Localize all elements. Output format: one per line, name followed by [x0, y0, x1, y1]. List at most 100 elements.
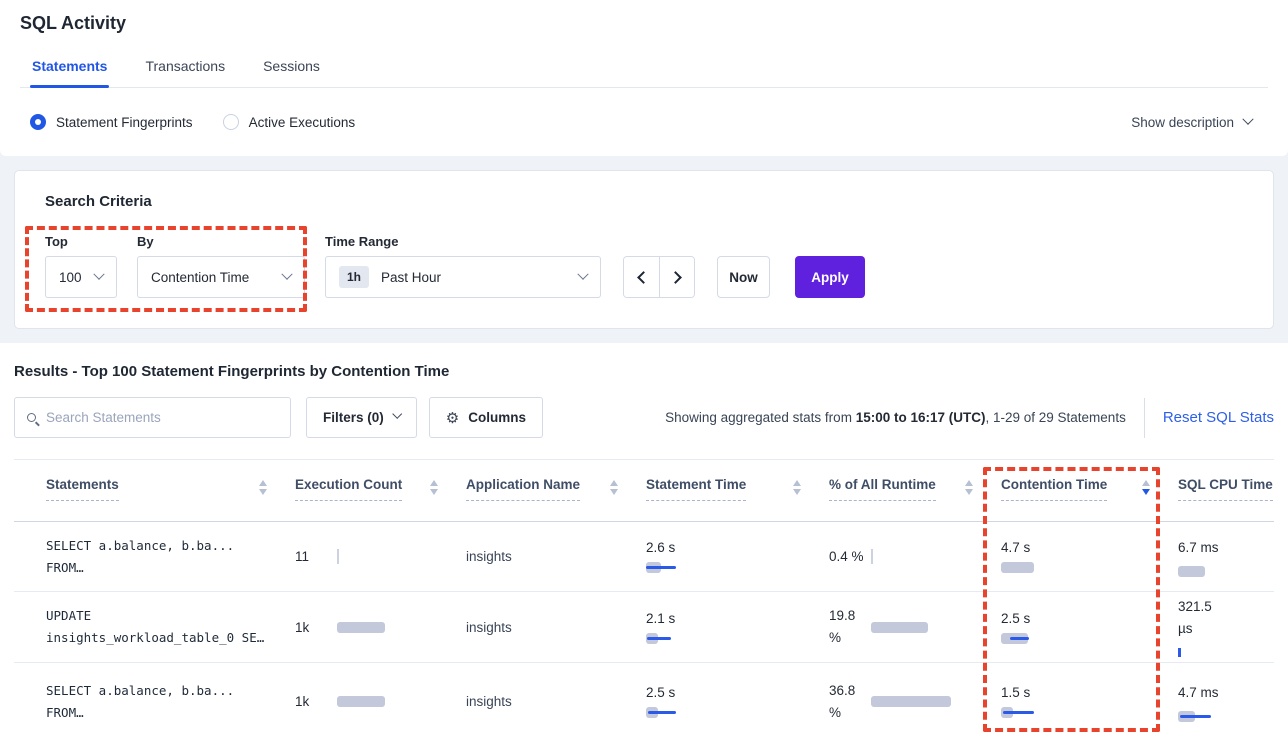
sql-cpu-time-cell: 4.7 ms — [1178, 663, 1288, 735]
show-description-label: Show description — [1131, 114, 1234, 130]
application-name-value: insights — [466, 694, 512, 709]
statement-time-value: 2.5 s — [646, 685, 676, 700]
chevron-down-icon — [1242, 113, 1254, 125]
statement-line1[interactable]: SELECT a.balance, b.ba... — [46, 682, 235, 698]
time-nav-group — [623, 256, 695, 298]
runtime-pct-bar — [871, 696, 966, 707]
column-header-label[interactable]: SQL CPU Time — [1178, 477, 1273, 501]
columns-button[interactable]: ⚙ Columns — [428, 397, 543, 438]
tab-transactions[interactable]: Transactions — [145, 58, 226, 74]
contention-time-value: 4.7 s — [1001, 540, 1031, 555]
runtime-pct-value: 19.8 % — [829, 608, 856, 645]
statement-line1[interactable]: UPDATE — [46, 608, 92, 623]
statement-cell[interactable]: SELECT a.balance, b.ba... FROM… — [46, 663, 295, 735]
column-header-application-name[interactable]: Application Name — [466, 460, 646, 521]
column-header-label[interactable]: Statement Time — [646, 477, 747, 501]
statement-line2[interactable]: insights_workload_table_0 SE… — [46, 630, 265, 645]
contention-time-cell: 4.7 s — [1001, 522, 1178, 591]
chevron-down-icon — [392, 409, 402, 419]
stats-time-range: 15:00 to 16:17 (UTC) — [855, 410, 986, 425]
statement-line1[interactable]: SELECT a.balance, b.ba... — [46, 537, 235, 553]
column-header-label[interactable]: Statements — [46, 477, 119, 501]
reset-sql-stats-link[interactable]: Reset SQL Stats — [1162, 409, 1274, 426]
topbar: SQL Activity Statements Transactions Ses… — [0, 0, 1288, 88]
statement-line2[interactable]: FROM… — [46, 704, 84, 720]
radio-label: Statement Fingerprints — [56, 114, 193, 130]
radio-statement-fingerprints[interactable]: Statement Fingerprints — [30, 114, 193, 130]
column-header-contention-time[interactable]: Contention Time — [1001, 460, 1178, 521]
runtime-pct-cell: 0.4 % — [829, 522, 1001, 591]
column-header-label[interactable]: Execution Count — [295, 477, 403, 501]
sort-icon[interactable] — [1142, 477, 1150, 495]
column-header-sql-cpu-time[interactable]: SQL CPU Time — [1178, 460, 1288, 521]
contention-time-cell: 2.5 s — [1001, 592, 1178, 662]
column-header-label[interactable]: % of All Runtime — [829, 477, 936, 501]
apply-button[interactable]: Apply — [795, 256, 865, 298]
by-select[interactable]: Contention Time — [137, 256, 305, 298]
radio-selected-icon[interactable] — [30, 114, 46, 130]
time-range-select[interactable]: 1h Past Hour — [325, 256, 601, 298]
contention-time-value: 2.5 s — [1001, 610, 1031, 626]
time-prev-button[interactable] — [624, 257, 659, 297]
tab-bar: Statements Transactions Sessions — [20, 58, 1268, 88]
statement-line2[interactable]: FROM… — [46, 559, 84, 575]
search-input[interactable] — [46, 410, 278, 425]
execution-count-cell: 1k — [295, 663, 466, 735]
application-name-cell: insights — [466, 592, 646, 662]
tab-sessions[interactable]: Sessions — [263, 58, 320, 74]
runtime-pct-bar — [871, 621, 966, 633]
now-button[interactable]: Now — [717, 256, 770, 298]
radio-unselected-icon[interactable] — [222, 114, 239, 130]
runtime-pct-value: 36.8 % — [829, 682, 856, 720]
sql-cpu-time-cell: 6.7 ms — [1178, 522, 1288, 591]
application-name-value: insights — [466, 549, 512, 564]
statement-time-cell: 2.5 s — [646, 663, 829, 735]
top-select[interactable]: 100 — [45, 256, 117, 298]
sort-icon[interactable] — [430, 477, 438, 495]
statement-cell[interactable]: UPDATE insights_workload_table_0 SE… — [46, 592, 295, 662]
tab-statements[interactable]: Statements — [30, 58, 110, 88]
chevron-down-icon — [577, 268, 589, 280]
search-box[interactable] — [14, 397, 291, 438]
column-header-runtime-pct[interactable]: % of All Runtime — [829, 460, 1001, 521]
contention-time-value: 1.5 s — [1001, 685, 1031, 700]
column-header-statements[interactable]: Statements — [46, 460, 295, 521]
statement-time-value: 2.1 s — [646, 610, 676, 626]
table-row: SELECT a.balance, b.ba... FROM… 1k insigh… — [14, 663, 1274, 735]
runtime-pct-value: 0.4 % — [829, 548, 864, 564]
column-header-label[interactable]: Contention Time — [1001, 477, 1108, 501]
show-description-toggle[interactable]: Show description — [1131, 113, 1254, 130]
filters-button[interactable]: Filters (0) — [306, 397, 417, 438]
gear-icon: ⚙ — [445, 409, 460, 427]
column-header-statement-time[interactable]: Statement Time — [646, 460, 829, 521]
sort-icon[interactable] — [793, 477, 801, 495]
statements-table: Statements Execution Count Application N… — [14, 459, 1274, 735]
sort-icon[interactable] — [965, 477, 973, 495]
sort-icon[interactable] — [610, 477, 618, 495]
content-section: Statement Fingerprints Active Executions… — [0, 88, 1288, 343]
table-row: SELECT a.balance, b.ba... FROM… 11 insigh… — [14, 522, 1274, 592]
time-range-label: Time Range — [325, 234, 399, 249]
column-header-execution-count[interactable]: Execution Count — [295, 460, 466, 521]
contention-time-bar — [1001, 632, 1096, 644]
top-select-value: 100 — [59, 269, 82, 285]
statement-time-cell: 2.1 s — [646, 592, 829, 662]
time-next-button[interactable] — [659, 257, 694, 297]
columns-label: Columns — [468, 410, 526, 425]
radio-active-executions[interactable]: Active Executions — [222, 114, 355, 130]
execution-count-value: 1k — [295, 694, 310, 709]
statement-cell[interactable]: SELECT a.balance, b.ba... FROM… — [46, 522, 295, 591]
runtime-pct-bar — [871, 549, 966, 564]
sql-cpu-time-bar — [1178, 710, 1273, 722]
sql-cpu-time-bar — [1178, 647, 1273, 658]
search-criteria-controls: Top 100 By Contention Time Time Range — [45, 234, 1257, 298]
time-range-field: Time Range 1h Past Hour — [325, 234, 623, 298]
column-header-label[interactable]: Application Name — [466, 477, 581, 501]
contention-time-cell: 1.5 s — [1001, 663, 1178, 735]
sort-icon[interactable] — [259, 477, 267, 495]
results-heading: Results - Top 100 Statement Fingerprints… — [14, 363, 450, 380]
table-header-row: Statements Execution Count Application N… — [14, 460, 1274, 522]
execution-count-bar — [337, 696, 432, 707]
by-select-value: Contention Time — [151, 269, 250, 285]
application-name-cell: insights — [466, 522, 646, 591]
